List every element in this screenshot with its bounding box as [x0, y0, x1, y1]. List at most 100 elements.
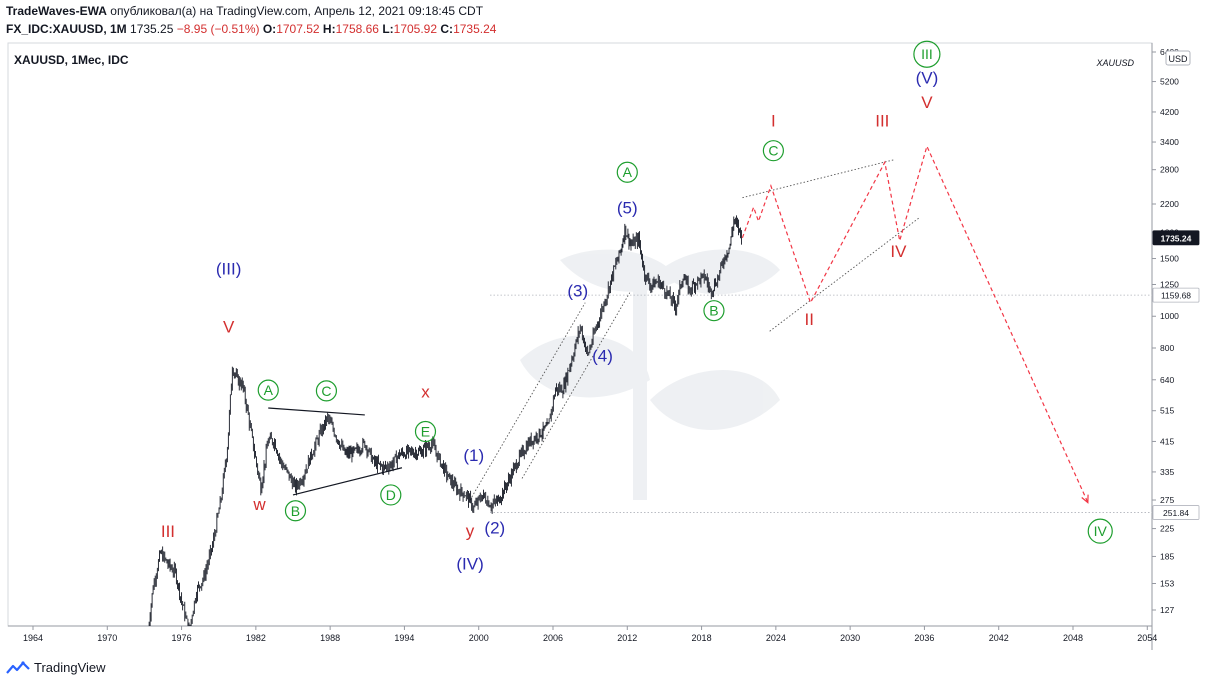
low-value: 1705.92	[393, 22, 438, 36]
price-tick-label: 1000	[1160, 311, 1179, 321]
wave-label-text: w	[252, 495, 266, 514]
price-label-text: 1735.24	[1161, 233, 1192, 243]
low-label: L:	[382, 22, 394, 36]
forecast-path[interactable]	[741, 144, 1089, 504]
currency-badge[interactable]: USD	[1165, 50, 1191, 66]
wave-label: x	[421, 382, 430, 401]
price-tick-label: 515	[1160, 406, 1174, 416]
wave-label: IV	[890, 242, 907, 261]
price-label-box	[1152, 287, 1200, 303]
wave-label-circle	[703, 300, 725, 322]
forecast-line	[741, 144, 1089, 503]
time-tick-label: 2012	[617, 633, 637, 643]
wave-label: III	[875, 112, 889, 131]
symbol-label: FX_IDC:XAUUSD, 1M	[6, 22, 127, 36]
price-tick-label: 1500	[1160, 254, 1179, 264]
wave-label-text: C	[768, 143, 778, 159]
wave-label-text: I	[771, 112, 776, 131]
wave-label-text: V	[921, 93, 933, 112]
wave-label: III	[913, 40, 941, 68]
wave-label-text: E	[421, 424, 430, 440]
price-tick-label: 3400	[1160, 137, 1179, 147]
wave-label: II	[805, 310, 814, 329]
wave-label-text: x	[421, 382, 430, 401]
time-tick-label: 2048	[1063, 633, 1083, 643]
time-tick-label: 1982	[246, 633, 266, 643]
wave-label: D	[380, 484, 402, 506]
price-labels: 1735.24 1159.68 251.84	[1152, 230, 1200, 520]
publish-info: TradeWaves-EWA опубликовал(а) на Trading…	[6, 4, 483, 18]
wave-label: A	[616, 161, 638, 183]
wave-label-text: IV	[1094, 523, 1108, 539]
tradingview-logo-icon	[6, 660, 30, 674]
wave-label-circle	[616, 161, 638, 183]
time-tick-label: 2006	[543, 633, 563, 643]
wave-label: C	[315, 380, 338, 402]
wave-label-circle	[315, 380, 338, 402]
wave-label: B	[284, 500, 307, 522]
wave-label: IV	[1087, 518, 1113, 544]
wave-label: V	[223, 318, 235, 337]
time-tick-label: 1976	[172, 633, 192, 643]
wave-label-text: (III)	[216, 259, 242, 278]
wave-label: (III)	[216, 259, 242, 278]
price-axis[interactable]: 127 153 185 225 275 335 415 515 640 800 1000 1250 15…	[1152, 47, 1179, 615]
author-name[interactable]: TradeWaves-EWA	[6, 4, 107, 18]
wave-label-circle	[913, 40, 941, 68]
wave-label-text: V	[223, 318, 235, 337]
wave-label: (3)	[567, 281, 588, 300]
ohlc-line: FX_IDC:XAUUSD, 1M 1735.25 −8.95 (−0.51%)…	[6, 22, 496, 36]
price-tick-label: 1250	[1160, 279, 1179, 289]
price-tick-label: 153	[1160, 578, 1174, 588]
wave-label-text: B	[709, 303, 718, 319]
price-tick-label: 185	[1160, 551, 1174, 561]
price-tick-label: 415	[1160, 436, 1174, 446]
last-price: 1735.25	[130, 22, 174, 36]
publish-text: опубликовал(а) на TradingView.com, Апрел…	[110, 4, 484, 18]
wave-label-text: III	[875, 112, 889, 131]
wave-label: (5)	[617, 198, 638, 217]
time-tick-label: 1988	[320, 633, 340, 643]
forecast-arrowhead	[1081, 494, 1089, 504]
time-tick-label: 2054	[1137, 633, 1157, 643]
footer-brand[interactable]: TradingView	[6, 660, 106, 675]
time-axis[interactable]: 1964 1970 1976 1982 1988 1994 2000 2006 2012 2018…	[23, 626, 1157, 643]
trend-line	[521, 292, 631, 479]
high-label: H:	[322, 22, 336, 36]
price-label-text: 251.84	[1163, 508, 1189, 518]
price-tick-label: 800	[1160, 343, 1174, 353]
wave-label-text: (3)	[567, 281, 588, 300]
time-tick-label: 2042	[989, 633, 1009, 643]
time-tick-label: 2036	[914, 633, 934, 643]
price-tick-label: 275	[1160, 495, 1174, 505]
wave-label: w	[252, 495, 266, 514]
time-tick-label: 2030	[840, 633, 860, 643]
wave-label-circle	[1087, 518, 1113, 544]
wave-label-text: A	[623, 164, 633, 180]
price-change: −8.95 (−0.51%)	[176, 22, 260, 36]
price-label-text: 1159.68	[1161, 291, 1191, 301]
wave-label: A	[257, 379, 279, 401]
price-chart[interactable]: XAUUSD, 1Мес, IDC XAUUSD 127 153 185 225 275…	[0, 40, 1212, 652]
wave-label-text: C	[321, 383, 331, 399]
wave-label-text: IV	[890, 242, 907, 261]
price-label-box	[1152, 505, 1200, 520]
wave-label: B	[703, 300, 725, 322]
price-tick-label: 5200	[1160, 77, 1179, 87]
plot-area[interactable]	[7, 42, 1153, 627]
wave-label: (IV)	[456, 555, 483, 574]
currency-label: USD	[1168, 54, 1188, 64]
price-tick-label: 335	[1160, 467, 1174, 477]
high-value: 1758.66	[335, 22, 379, 36]
price-tick-label: 127	[1160, 605, 1174, 615]
wave-label: (4)	[592, 346, 613, 365]
time-tick-label: 2024	[766, 633, 786, 643]
wave-label-circle	[380, 484, 402, 506]
price-series	[148, 215, 742, 626]
wave-label-circle	[284, 500, 307, 522]
wave-label: (1)	[463, 446, 484, 465]
time-tick-label: 2018	[692, 633, 712, 643]
wave-label-text: (4)	[592, 346, 613, 365]
wave-label: E	[414, 420, 437, 443]
